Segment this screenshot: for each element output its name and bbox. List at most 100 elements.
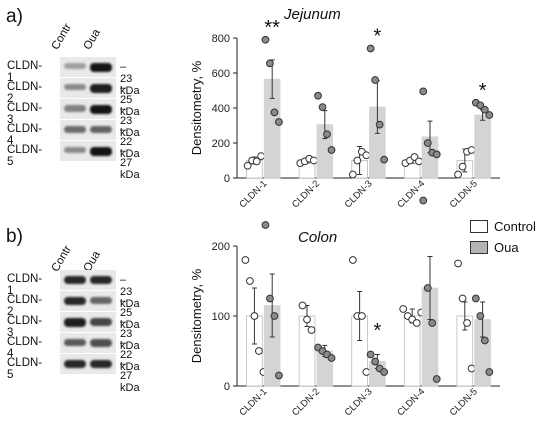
blot-strip — [60, 57, 116, 77]
blot-band-contr — [64, 318, 86, 327]
blot-protein-label: CLDN-1 — [7, 60, 43, 84]
data-point-oua — [480, 105, 489, 114]
data-point-oua — [270, 312, 279, 320]
x-tick-label: CLDN-1 — [237, 178, 269, 210]
data-point-oua — [366, 350, 375, 359]
y-tick-label: 0 — [224, 381, 230, 393]
blot-band-oua — [90, 339, 112, 347]
blot-protein-label: CLDN-5 — [7, 144, 43, 168]
y-tick-label: 0 — [224, 173, 230, 185]
blot-kda-label: – 23 kDa — [120, 316, 140, 352]
data-point-control — [458, 294, 467, 303]
x-tick-label: CLDN-2 — [290, 386, 322, 418]
legend-label-oua: Oua — [494, 240, 519, 255]
data-point-control — [303, 315, 311, 324]
x-tick-label: CLDN-4 — [395, 178, 427, 210]
data-point-oua — [371, 76, 380, 84]
data-point-oua — [318, 103, 327, 112]
blot-band-oua — [90, 276, 112, 285]
data-point-oua — [423, 284, 432, 292]
legend-item-oua: Oua — [470, 240, 536, 255]
data-point-control — [307, 326, 316, 334]
legend-swatch-control — [470, 220, 488, 233]
blot-protein-label: CLDN-3 — [7, 315, 43, 339]
data-point-oua — [419, 196, 428, 205]
blot-kda-label: – 25 kDa — [120, 295, 140, 331]
data-point-control — [458, 162, 467, 171]
blot-band-contr — [64, 360, 86, 369]
x-tick-label: CLDN-2 — [290, 178, 322, 210]
blot-protein-label: CLDN-2 — [7, 81, 43, 105]
y-tick-label: 400 — [212, 103, 230, 115]
blot-strip — [60, 354, 116, 374]
data-point-oua — [266, 59, 274, 68]
panel-label-a: a) — [6, 6, 23, 27]
data-point-control — [252, 157, 261, 166]
data-point-oua — [480, 336, 489, 345]
blot-strip — [60, 120, 116, 140]
data-point-oua — [485, 111, 494, 119]
blot-band-contr — [64, 339, 86, 347]
data-point-control — [357, 312, 366, 320]
x-tick-label: CLDN-3 — [343, 386, 375, 418]
blot-strip — [60, 333, 116, 353]
panel-label-b: b) — [6, 226, 23, 247]
y-tick-label: 800 — [212, 33, 230, 45]
x-tick-label: CLDN-5 — [448, 386, 480, 418]
blot-band-contr — [64, 84, 86, 91]
data-point-control — [412, 319, 421, 327]
data-point-oua — [270, 108, 279, 117]
blot-protein-label: CLDN-2 — [7, 294, 43, 318]
y-tick-label: 100 — [212, 311, 230, 323]
chart-title-colon: Colon — [298, 229, 338, 246]
data-point-control — [298, 301, 307, 310]
y-tick-label: 200 — [212, 138, 230, 150]
blot-band-oua — [90, 318, 112, 326]
data-point-control — [454, 170, 462, 179]
x-tick-label: CLDN-4 — [395, 386, 427, 418]
significance-marker: * — [373, 320, 381, 342]
data-point-oua — [261, 221, 270, 229]
blot-strip — [60, 99, 116, 119]
data-point-control — [348, 170, 357, 179]
data-point-oua — [366, 44, 375, 53]
blot-band-contr — [64, 105, 86, 112]
data-point-oua — [323, 130, 331, 139]
blot-kda-label: – 22 kDa — [120, 124, 140, 160]
data-point-control — [250, 312, 259, 320]
data-point-oua — [476, 312, 485, 320]
data-point-oua — [419, 87, 428, 96]
blot-band-oua — [90, 105, 112, 114]
blot-kda-label: – 23 kDa — [120, 274, 140, 310]
data-point-oua — [423, 139, 432, 147]
blot-band-oua — [90, 360, 112, 369]
data-point-control — [399, 305, 408, 313]
blot-strip — [60, 78, 116, 98]
blot-strip — [60, 141, 116, 161]
significance-marker: * — [479, 80, 487, 102]
data-point-oua — [266, 294, 274, 303]
data-point-control — [257, 152, 266, 161]
blot-protein-label: CLDN-4 — [7, 336, 43, 360]
data-point-oua — [275, 371, 283, 380]
significance-marker: * — [373, 26, 381, 48]
blot-kda-label: – 23 kDa — [120, 61, 140, 97]
data-point-oua — [380, 368, 389, 376]
y-axis-label: Densitometry, % — [189, 268, 204, 363]
blot-band-oua — [90, 297, 112, 305]
blot-protein-label: CLDN-1 — [7, 273, 43, 297]
legend-label-control: Control — [494, 219, 536, 234]
blot-kda-label: – 27 kDa — [120, 358, 140, 394]
data-point-oua — [485, 368, 494, 376]
data-point-oua — [371, 357, 380, 366]
data-point-control — [353, 156, 362, 165]
data-point-control — [415, 157, 423, 166]
data-point-oua — [428, 319, 437, 327]
x-tick-label: CLDN-5 — [448, 178, 480, 210]
data-point-oua — [327, 146, 336, 154]
data-point-oua — [327, 354, 336, 362]
y-axis-label: Densitometry, % — [189, 60, 204, 155]
blot-band-oua — [90, 147, 112, 156]
